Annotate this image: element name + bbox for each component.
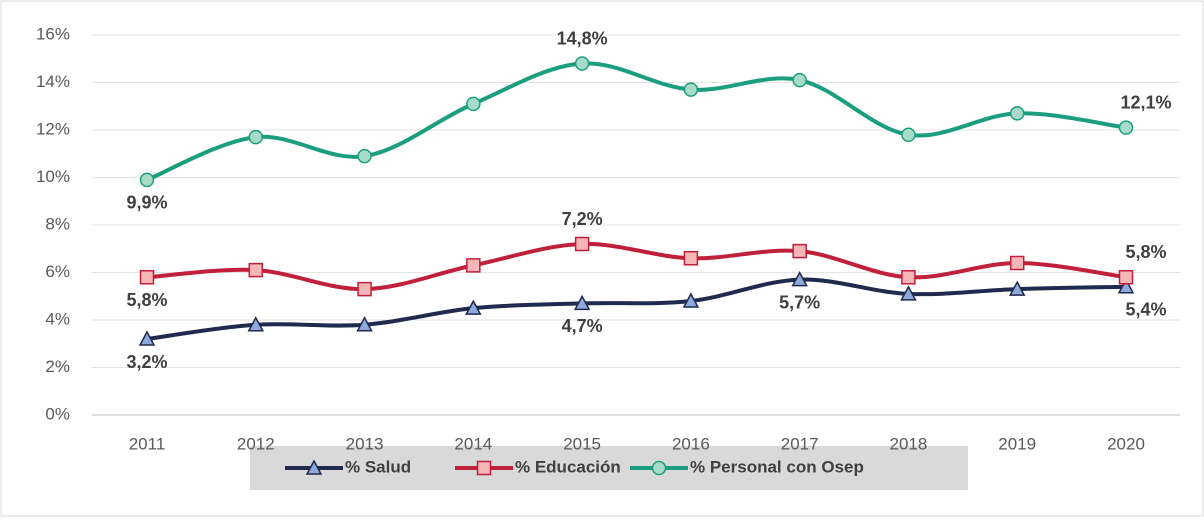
marker	[466, 258, 481, 273]
marker	[138, 330, 156, 346]
y-tick-label: 12%	[36, 119, 70, 138]
marker	[901, 127, 916, 142]
marker	[651, 460, 667, 476]
marker	[139, 270, 155, 285]
data-label: 4,7%	[562, 316, 603, 336]
x-tick-label: 2017	[781, 434, 819, 453]
series-line	[146, 61, 1127, 182]
y-tick-label: 6%	[45, 262, 70, 281]
y-tick-label: 2%	[45, 357, 70, 376]
marker	[792, 72, 807, 88]
data-label: 5,8%	[126, 290, 167, 310]
data-label: 7,2%	[562, 209, 603, 229]
marker	[901, 270, 916, 285]
marker	[247, 316, 265, 332]
marker	[574, 236, 590, 252]
marker	[248, 129, 264, 145]
data-label: 5,4%	[1125, 300, 1166, 320]
marker	[682, 292, 700, 308]
x-tick-label: 2013	[346, 434, 384, 453]
x-tick-label: 2014	[454, 434, 492, 453]
marker	[574, 56, 590, 71]
y-tick-label: 4%	[45, 309, 70, 328]
marker	[1118, 270, 1134, 285]
data-label: 12,1%	[1120, 92, 1171, 112]
legend-text: % Salud	[345, 457, 411, 476]
marker	[573, 294, 591, 311]
x-tick-label: 2020	[1107, 434, 1145, 453]
x-tick-label: 2011	[129, 434, 166, 453]
marker	[683, 251, 699, 266]
marker	[900, 285, 917, 301]
series-line	[146, 277, 1127, 341]
marker	[791, 271, 808, 287]
legend-text: % Educación	[515, 457, 621, 476]
data-label: 5,8%	[1125, 242, 1166, 262]
marker	[357, 281, 372, 297]
marker	[305, 459, 323, 475]
x-tick-label: 2012	[237, 434, 275, 453]
data-label: 3,2%	[126, 352, 167, 372]
marker	[1008, 280, 1026, 296]
marker	[357, 148, 372, 164]
data-label: 5,7%	[779, 292, 820, 312]
marker	[1117, 278, 1135, 294]
marker	[356, 316, 373, 332]
x-tick-label: 2018	[890, 434, 928, 453]
marker	[1118, 120, 1134, 135]
y-tick-label: 16%	[36, 24, 70, 43]
legend-box	[250, 446, 968, 490]
marker	[466, 96, 481, 112]
series-line	[146, 241, 1127, 292]
y-tick-label: 10%	[36, 167, 70, 186]
y-tick-label: 8%	[45, 214, 70, 233]
legend-text: % Personal con Osep	[690, 457, 864, 476]
y-tick-label: 14%	[36, 72, 70, 91]
marker	[139, 172, 155, 188]
marker	[792, 243, 807, 259]
data-label: 9,9%	[126, 193, 167, 213]
marker	[683, 82, 699, 97]
x-tick-label: 2019	[998, 434, 1036, 453]
x-tick-label: 2016	[672, 434, 710, 453]
marker	[476, 460, 492, 476]
x-tick-label: 2015	[563, 434, 601, 453]
marker	[1009, 255, 1025, 271]
marker	[248, 262, 264, 278]
y-tick-label: 0%	[45, 404, 70, 423]
data-label: 14,8%	[557, 28, 608, 48]
marker	[465, 299, 482, 315]
marker	[1009, 106, 1025, 121]
